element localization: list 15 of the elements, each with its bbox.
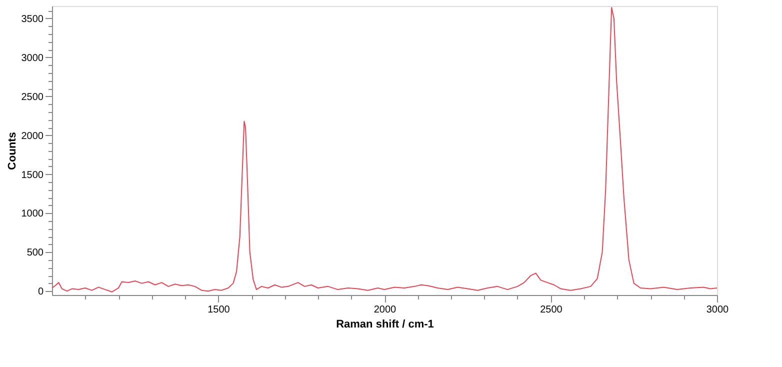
- line-series: [52, 7, 718, 292]
- x-tick-label: 1500: [208, 304, 230, 316]
- y-tick-label: 1000: [21, 208, 44, 220]
- y-axis-title: Counts: [6, 132, 18, 170]
- y-tick-label: 1500: [21, 170, 44, 181]
- y-tick-label: 2000: [21, 130, 44, 142]
- x-tick-label: 3000: [706, 304, 730, 316]
- y-tick-label: 3000: [21, 52, 44, 64]
- y-tick-label: 3500: [21, 14, 44, 25]
- y-tick-label: 500: [26, 248, 44, 259]
- x-tick-label: 2000: [374, 304, 397, 316]
- x-tick-label: 2500: [540, 304, 563, 316]
- y-tick-label: 2500: [21, 92, 44, 103]
- y-tick-label: 0: [38, 286, 44, 298]
- x-axis-title: Raman shift / cm-1: [336, 318, 434, 330]
